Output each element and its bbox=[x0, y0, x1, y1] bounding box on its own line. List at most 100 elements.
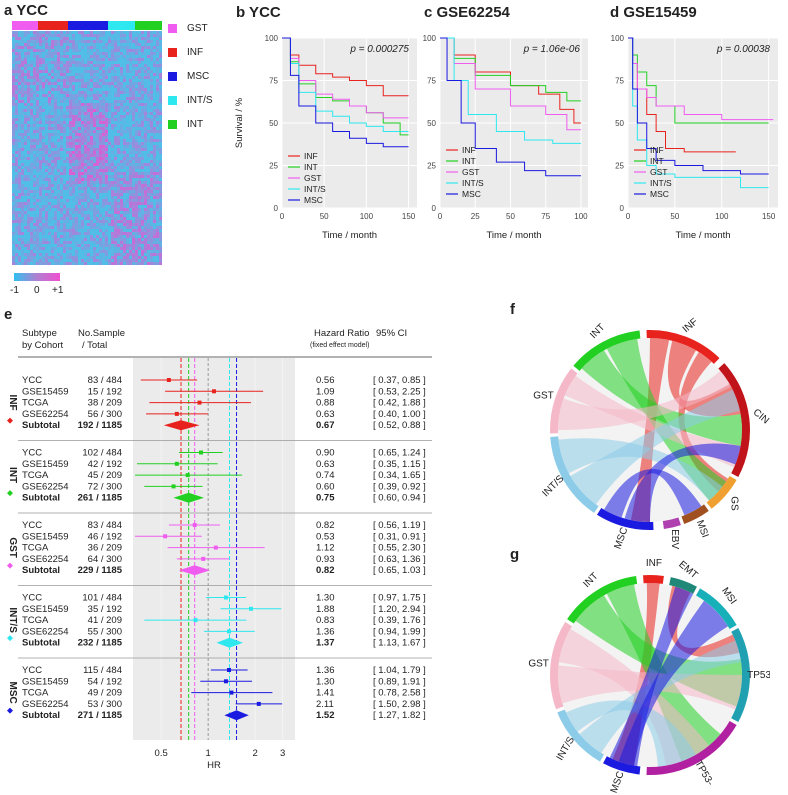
sample-label: 64 / 300 bbox=[88, 554, 122, 565]
heatmap-cell bbox=[141, 184, 144, 187]
heatmap-cell bbox=[69, 196, 72, 199]
heatmap-cell bbox=[135, 37, 138, 40]
heatmap-cell bbox=[15, 193, 18, 196]
heatmap-cell bbox=[93, 34, 96, 37]
heatmap-cell bbox=[72, 169, 75, 172]
heatmap-cell bbox=[96, 109, 99, 112]
legend-label: INF bbox=[462, 145, 476, 155]
heatmap-cell bbox=[114, 130, 117, 133]
heatmap-cell bbox=[144, 253, 147, 256]
heatmap-cell bbox=[156, 190, 159, 193]
heatmap-cell bbox=[72, 43, 75, 46]
heatmap-cell bbox=[123, 118, 126, 121]
heatmap-cell bbox=[57, 226, 60, 229]
heatmap-cell bbox=[72, 220, 75, 223]
heatmap-cell bbox=[42, 142, 45, 145]
heatmap-cell bbox=[114, 139, 117, 142]
heatmap-cell bbox=[114, 217, 117, 220]
heatmap-cell bbox=[129, 115, 132, 118]
heatmap-cell bbox=[33, 196, 36, 199]
heatmap-cell bbox=[78, 88, 81, 91]
heatmap-cell bbox=[126, 163, 129, 166]
heatmap-cell bbox=[18, 202, 21, 205]
heatmap-cell bbox=[27, 82, 30, 85]
heatmap-cell bbox=[93, 208, 96, 211]
heatmap-cell bbox=[147, 211, 150, 214]
heatmap-cell bbox=[39, 193, 42, 196]
heatmap-cell bbox=[123, 220, 126, 223]
heatmap-cell bbox=[57, 148, 60, 151]
heatmap-cell bbox=[72, 163, 75, 166]
heatmap-cell bbox=[21, 172, 24, 175]
heatmap-cell bbox=[36, 148, 39, 151]
heatmap-cell bbox=[153, 118, 156, 121]
heatmap-cell bbox=[18, 190, 21, 193]
heatmap-cell bbox=[51, 193, 54, 196]
heatmap-cell bbox=[102, 181, 105, 184]
heatmap-cell bbox=[156, 157, 159, 160]
sample-label: 46 / 192 bbox=[88, 531, 122, 542]
heatmap-cell bbox=[81, 238, 84, 241]
heatmap-cell bbox=[156, 217, 159, 220]
heatmap-cell bbox=[39, 184, 42, 187]
heatmap-cell bbox=[105, 43, 108, 46]
heatmap-cell bbox=[66, 202, 69, 205]
heatmap-cell bbox=[66, 31, 69, 34]
heatmap-cell bbox=[36, 40, 39, 43]
heatmap-cell bbox=[75, 256, 78, 259]
heatmap-cell bbox=[18, 250, 21, 253]
heatmap-cell bbox=[27, 172, 30, 175]
heatmap-cell bbox=[27, 184, 30, 187]
heatmap-cell bbox=[156, 82, 159, 85]
heatmap-cell bbox=[33, 52, 36, 55]
heatmap-cell bbox=[60, 97, 63, 100]
subtotal-label: Subtotal bbox=[22, 710, 60, 721]
heatmap-cell bbox=[42, 133, 45, 136]
heatmap-cell bbox=[30, 157, 33, 160]
heatmap-cell bbox=[78, 43, 81, 46]
heatmap-cell bbox=[99, 67, 102, 70]
heatmap-cell bbox=[60, 136, 63, 139]
heatmap-cell bbox=[90, 232, 93, 235]
heatmap-cell bbox=[81, 91, 84, 94]
heatmap-cell bbox=[150, 136, 153, 139]
heatmap-cell bbox=[66, 199, 69, 202]
heatmap-cell bbox=[102, 151, 105, 154]
heatmap-cell bbox=[147, 241, 150, 244]
heatmap-cell bbox=[126, 214, 129, 217]
heatmap-cell bbox=[105, 130, 108, 133]
heatmap-cell bbox=[30, 76, 33, 79]
heatmap-cell bbox=[12, 259, 15, 262]
heatmap-cell bbox=[24, 85, 27, 88]
heatmap-cell bbox=[78, 58, 81, 61]
heatmap-cell bbox=[150, 67, 153, 70]
heatmap-cell bbox=[120, 118, 123, 121]
heatmap-cell bbox=[78, 130, 81, 133]
heatmap-cell bbox=[156, 88, 159, 91]
heatmap-cell bbox=[15, 79, 18, 82]
heatmap-cell bbox=[42, 175, 45, 178]
chord-sector-msc bbox=[597, 508, 654, 530]
heatmap-cell bbox=[123, 97, 126, 100]
heatmap-cell bbox=[51, 187, 54, 190]
heatmap-cell bbox=[147, 139, 150, 142]
heatmap-cell bbox=[81, 109, 84, 112]
heatmap-cell bbox=[123, 112, 126, 115]
heatmap-cell bbox=[78, 247, 81, 250]
heatmap-cell bbox=[159, 232, 162, 235]
heatmap-cell bbox=[24, 67, 27, 70]
heatmap-cell bbox=[114, 34, 117, 37]
chord-sector-msi bbox=[681, 504, 709, 524]
heatmap-cell bbox=[72, 235, 75, 238]
sample-label: 115 / 484 bbox=[83, 665, 122, 676]
heatmap-cell bbox=[75, 70, 78, 73]
heatmap-cell bbox=[57, 118, 60, 121]
heatmap-cell bbox=[138, 211, 141, 214]
heatmap-cell bbox=[75, 73, 78, 76]
heatmap-cell bbox=[39, 133, 42, 136]
heatmap-cell bbox=[117, 262, 120, 265]
heatmap-cell bbox=[87, 208, 90, 211]
heatmap-cell bbox=[84, 157, 87, 160]
hr-value: 1.41 bbox=[316, 688, 335, 699]
heatmap-cell bbox=[117, 133, 120, 136]
